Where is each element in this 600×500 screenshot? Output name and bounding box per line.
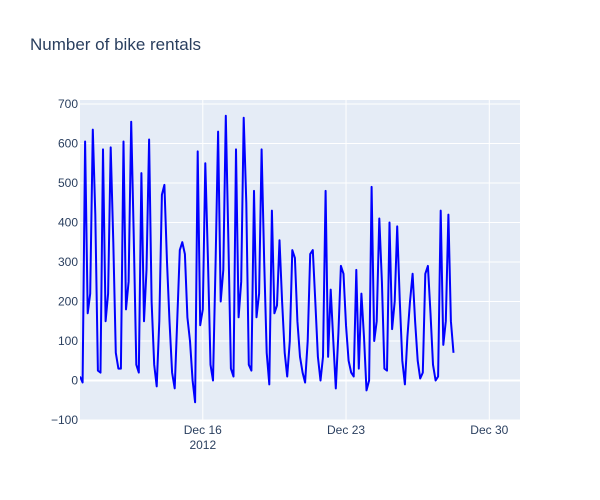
y-tick-label: 200 bbox=[58, 294, 78, 308]
y-tick-label: 400 bbox=[58, 215, 78, 229]
x-tick-label: Dec 30 bbox=[470, 423, 508, 437]
x-tick-label: Dec 16 bbox=[184, 423, 222, 437]
y-tick-label: 700 bbox=[58, 97, 78, 111]
chart-title: Number of bike rentals bbox=[30, 35, 201, 54]
y-axis-ticks: −100 0 100 200 300 400 500 600 700 bbox=[51, 97, 78, 427]
y-tick-label: 500 bbox=[58, 176, 78, 190]
x-tick-year-label: 2012 bbox=[189, 438, 216, 452]
y-tick-label: 0 bbox=[71, 373, 78, 387]
series-line-rentals bbox=[80, 114, 455, 404]
y-tick-label: 300 bbox=[58, 255, 78, 269]
y-tick-label: −100 bbox=[51, 413, 78, 427]
y-tick-label: 600 bbox=[58, 136, 78, 150]
x-tick-label: Dec 23 bbox=[327, 423, 365, 437]
y-tick-label: 100 bbox=[58, 334, 78, 348]
